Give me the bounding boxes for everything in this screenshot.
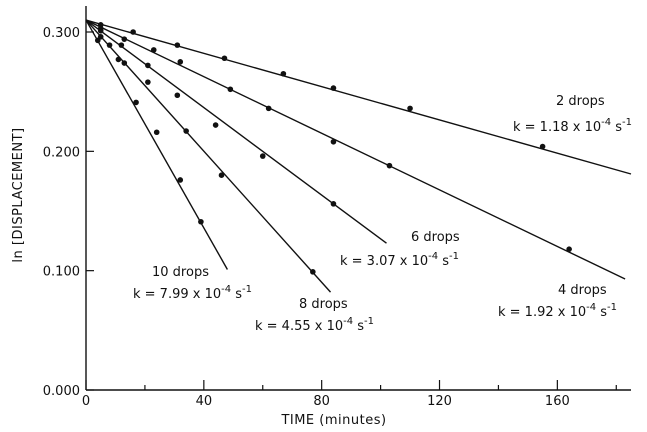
data-points [94,22,572,275]
data-point [227,86,234,93]
fit-line [85,19,387,244]
x-tick-label: 120 [427,394,452,409]
x-tick-label: 80 [313,394,330,409]
data-point [407,105,413,112]
data-point [145,79,151,85]
x-axis-title: TIME (minutes) [280,413,386,428]
data-point [330,138,337,145]
series-name-label: 10 drops [152,265,209,280]
data-point [174,92,181,99]
data-point [145,62,151,69]
data-point [174,42,181,48]
y-tick-label: 0.300 [43,26,80,41]
data-point [94,37,101,44]
data-point [310,269,316,275]
data-point [330,201,337,207]
data-point [221,55,228,62]
fit-line [85,19,229,270]
fit-line [85,19,332,293]
x-tick-label: 0 [82,394,90,409]
data-point [218,172,225,178]
data-point [212,122,219,128]
data-point [97,28,104,34]
series-name-label: 4 drops [558,283,607,298]
series-name-label: 2 drops [556,94,605,109]
data-point [539,143,546,150]
x-tick-label: 160 [545,394,570,409]
data-point [177,177,184,183]
data-point [121,60,128,66]
data-point [265,105,272,112]
data-point [183,128,189,134]
data-point [130,29,136,35]
data-point [150,47,157,53]
series-labels: 2 drops k = 1.18 x 10-4 s-1 4 drops k = 1.9… [133,94,632,334]
tick-labels: 0 40 80 120 160 0.000 0.100 0.200 0.300 [43,26,570,409]
y-tick-label: 0.200 [43,145,80,160]
data-point [153,129,160,136]
series-name-label: 8 drops [299,297,348,312]
x-tick-label: 40 [196,394,213,409]
data-point [121,36,128,42]
data-point [115,56,122,63]
y-axis-title: ln [DISPLACEMENT] [11,127,26,262]
rate-constant-label: k = 7.99 x 10-4 s-1 [133,284,252,302]
fit-line [85,19,626,280]
rate-constant-label: k = 1.18 x 10-4 s-1 [513,117,632,135]
data-point [177,59,184,65]
rate-constant-label: k = 1.92 x 10-4 s-1 [498,302,617,320]
data-point [259,153,266,159]
data-point [280,70,287,77]
axes [85,6,631,391]
series-name-label: 6 drops [411,230,460,245]
fit-lines [85,19,632,293]
rate-constant-label: k = 3.07 x 10-4 s-1 [340,251,459,269]
data-point [198,218,204,225]
data-point [133,99,139,106]
data-point [566,246,572,252]
data-point [118,42,125,48]
rate-constant-label: k = 4.55 x 10-4 s-1 [255,316,374,334]
y-tick-label: 0.100 [43,265,80,280]
data-point [330,85,337,91]
data-point [106,42,113,48]
data-point [386,162,393,169]
y-tick-label: 0.000 [43,384,80,399]
